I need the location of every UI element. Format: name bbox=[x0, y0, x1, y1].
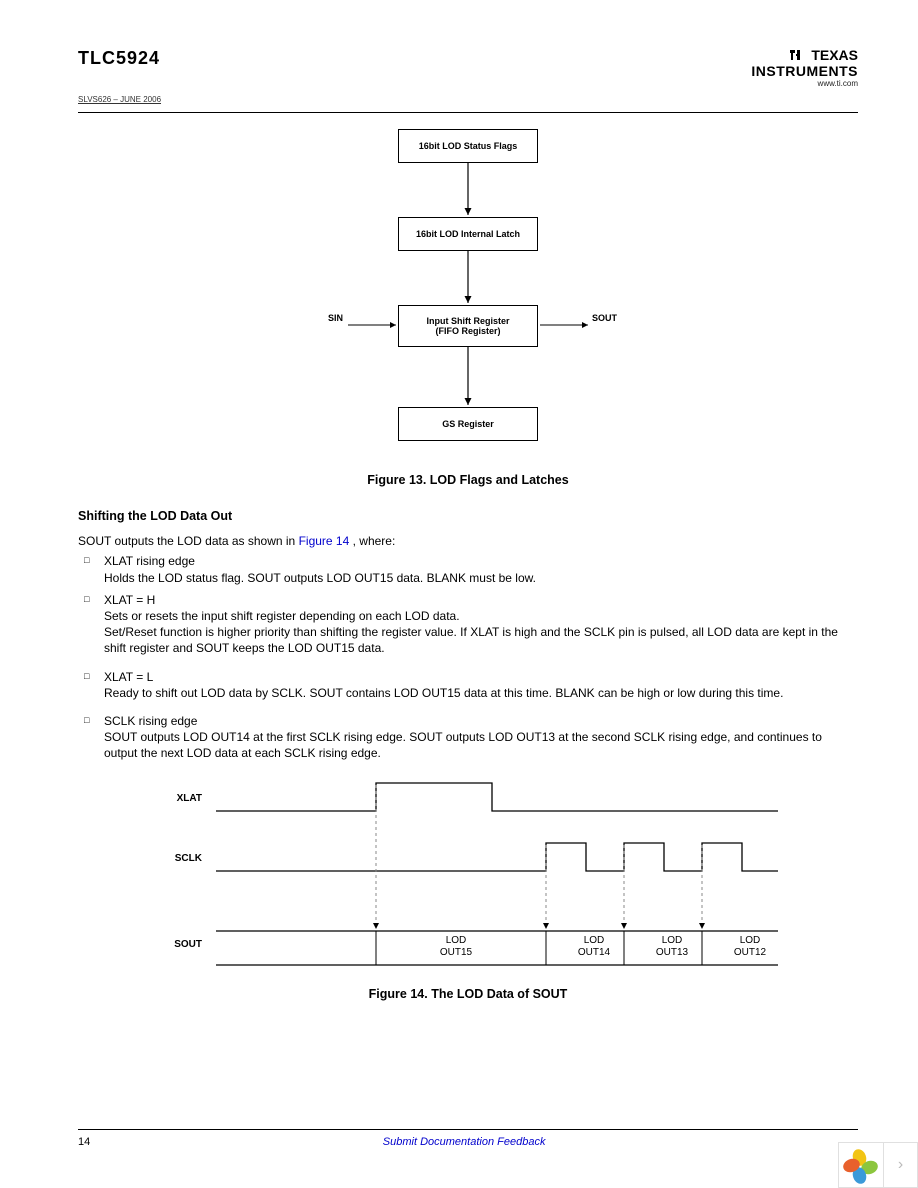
header-rule bbox=[78, 112, 858, 113]
submit-feedback-link[interactable]: Submit Documentation Feedback bbox=[383, 1136, 546, 1148]
bullet-head: XLAT = H bbox=[104, 592, 858, 608]
sout-segment-label: LODOUT12 bbox=[720, 935, 780, 958]
bullet-marker-icon: □ bbox=[84, 713, 104, 762]
lod-flow-diagram: SIN SOUT 16bit LOD Status Flags 16bit LOD … bbox=[258, 129, 678, 459]
bullet-item: □XLAT rising edgeHolds the LOD status fl… bbox=[84, 553, 858, 585]
bullet-item: □XLAT = HSets or resets the input shift … bbox=[84, 592, 858, 657]
sout-segment-label: LODOUT14 bbox=[564, 935, 624, 958]
figure-14-link[interactable]: Figure 14 bbox=[299, 534, 350, 548]
corner-logo-icon bbox=[839, 1143, 883, 1187]
sout-segment-label: LODOUT13 bbox=[642, 935, 702, 958]
bullet-list: □XLAT rising edgeHolds the LOD status fl… bbox=[84, 553, 858, 761]
sout-segment-label: LODOUT15 bbox=[426, 935, 486, 958]
corner-next-icon[interactable]: › bbox=[883, 1143, 917, 1187]
flow-box-b3: Input Shift Register(FIFO Register) bbox=[398, 305, 538, 347]
section-subhead: Shifting the LOD Data Out bbox=[78, 509, 858, 523]
flow-box-b1: 16bit LOD Status Flags bbox=[398, 129, 538, 163]
bullet-head: XLAT rising edge bbox=[104, 553, 858, 569]
bullet-marker-icon: □ bbox=[84, 669, 104, 701]
bullet-head: SCLK rising edge bbox=[104, 713, 858, 729]
page-footer: 14 Submit Documentation Feedback bbox=[78, 1129, 858, 1148]
sout-label: SOUT bbox=[152, 939, 202, 950]
flow-box-b4: GS Register bbox=[398, 407, 538, 441]
svg-text:SIN: SIN bbox=[328, 313, 343, 323]
bullet-marker-icon: □ bbox=[84, 592, 104, 657]
timing-diagram: XLAT SCLK SOUT LODOUT15LODOUT14LODOUT13L… bbox=[158, 779, 778, 979]
xlat-label: XLAT bbox=[152, 793, 202, 804]
flow-box-b2: 16bit LOD Internal Latch bbox=[398, 217, 538, 251]
sclk-label: SCLK bbox=[152, 853, 202, 864]
svg-text:SOUT: SOUT bbox=[592, 313, 618, 323]
bullet-item: □SCLK rising edgeSOUT outputs LOD OUT14 … bbox=[84, 713, 858, 762]
bullet-marker-icon: □ bbox=[84, 553, 104, 585]
bullet-item: □XLAT = LReady to shift out LOD data by … bbox=[84, 669, 858, 701]
doc-revision: SLVS626 – JUNE 2006 bbox=[78, 95, 858, 104]
ti-logo: TEXAS INSTRUMENTS www.ti.com bbox=[751, 48, 858, 89]
part-number: TLC5924 bbox=[78, 48, 160, 69]
corner-widget[interactable]: › bbox=[838, 1142, 918, 1188]
figure-13-caption: Figure 13. LOD Flags and Latches bbox=[78, 473, 858, 487]
intro-paragraph: SOUT outputs the LOD data as shown in Fi… bbox=[78, 533, 858, 549]
page-number: 14 bbox=[78, 1136, 90, 1148]
figure-14-caption: Figure 14. The LOD Data of SOUT bbox=[78, 987, 858, 1001]
bullet-head: XLAT = L bbox=[104, 669, 858, 685]
